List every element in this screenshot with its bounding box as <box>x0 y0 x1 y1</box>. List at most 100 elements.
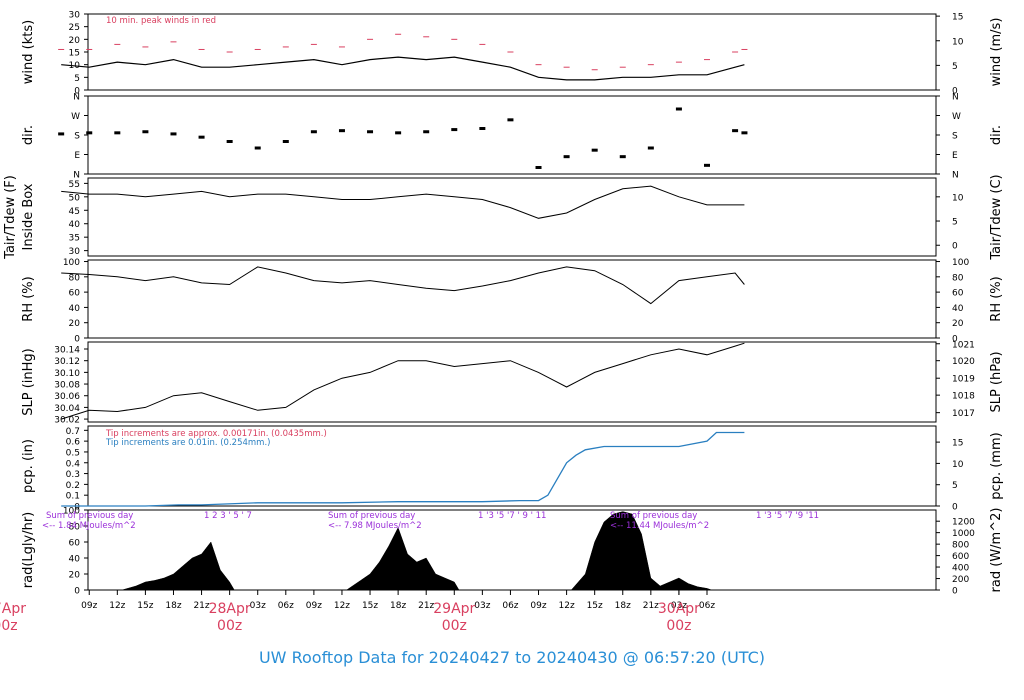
left-tick-label-temp: 45 <box>69 207 80 217</box>
y-axis-label-right-dir: dir. <box>989 125 1004 145</box>
left-tick-label-dir: N <box>73 171 80 181</box>
rad-annotation-value: <-- 7.98 MJoules/m^2 <box>328 521 422 531</box>
right-tick-label-dir: N <box>952 171 959 181</box>
dir-point <box>451 128 458 132</box>
left-tick-label-slp: 30.02 <box>54 416 80 426</box>
right-tick-label-rh: 100 <box>952 258 969 268</box>
right-tick-label-wind: 5 <box>952 62 958 72</box>
x-tick-label: 06z <box>502 601 518 611</box>
dir-point <box>479 127 486 130</box>
x-tick-label: 21z <box>193 601 209 611</box>
y-axis-label-left-dir: dir. <box>21 125 36 145</box>
dir-point <box>741 131 748 135</box>
left-tick-label-rh: 100 <box>63 258 80 268</box>
left-tick-label-rh: 80 <box>69 273 81 283</box>
x-day-hour: 00z <box>442 618 467 634</box>
right-tick-label-temp: 10 <box>952 193 964 203</box>
dir-point <box>732 129 739 133</box>
temp-line <box>61 185 745 219</box>
dir-point <box>198 135 205 139</box>
right-tick-label-pcp: 5 <box>952 481 958 491</box>
dir-point <box>170 132 177 136</box>
y-axis-label-right-slp: SLP (hPa) <box>989 351 1004 412</box>
right-tick-label-wind: 0 <box>952 87 958 97</box>
left-tick-label-rad: 20 <box>69 571 81 581</box>
rad-annotation-title: Sum of previous day <box>610 511 697 521</box>
left-tick-label-pcp: 0.7 <box>66 427 80 437</box>
page-title: UW Rooftop Data for 20240427 to 20240430… <box>258 648 766 667</box>
right-tick-label-dir: N <box>952 93 959 103</box>
rad-annotation-title: Sum of previous day <box>328 511 415 521</box>
dir-point <box>563 155 570 159</box>
x-tick-label: 18z <box>390 601 406 611</box>
right-tick-label-rh: 40 <box>952 304 964 314</box>
y-axis-label-right-rad: rad (W/m^2) <box>989 508 1004 593</box>
y-axis-label-left-rad: rad(Lgly/hr) <box>21 512 36 588</box>
dir-point <box>282 140 289 143</box>
right-tick-label-pcp: 10 <box>952 460 964 470</box>
left-tick-label-pcp: 0 <box>74 503 80 513</box>
left-tick-label-dir: S <box>74 132 80 142</box>
x-tick-label: 06z <box>699 601 715 611</box>
left-tick-label-temp: 55 <box>69 180 80 190</box>
dir-point <box>619 155 626 159</box>
dir-point <box>310 130 317 134</box>
right-tick-label-temp: 0 <box>952 242 958 252</box>
left-tick-label-dir: E <box>74 151 80 161</box>
left-tick-label-wind: 0 <box>74 87 80 97</box>
wind-mean-line <box>61 56 745 81</box>
right-tick-label-wind: 10 <box>952 37 964 47</box>
left-tick-label-rh: 40 <box>69 304 81 314</box>
y-axis-label-right-wind: wind (m/s) <box>989 18 1004 87</box>
rad-area <box>121 511 712 591</box>
left-tick-label-rad: 40 <box>69 555 81 565</box>
dir-point <box>535 166 542 169</box>
slp-line <box>61 342 745 420</box>
left-tick-label-pcp: 0.5 <box>66 448 80 458</box>
right-tick-label-rh: 0 <box>952 335 958 345</box>
pcp-line <box>61 431 745 507</box>
left-tick-label-slp: 30.14 <box>54 346 80 356</box>
panel-frame-rh <box>87 259 937 339</box>
rad-hour-markers: 1 '3 '5 '7 '9 '11 <box>756 511 819 521</box>
right-tick-label-pcp: 0 <box>952 503 958 513</box>
rad-annotation-value: <-- 11.44 MJoules/m^2 <box>610 521 709 531</box>
y-axis-label-right-rh: RH (%) <box>989 276 1004 321</box>
right-tick-label-rh: 80 <box>952 273 964 283</box>
right-tick-label-rad: 1000 <box>952 529 975 539</box>
left-tick-label-pcp: 0.3 <box>66 470 80 480</box>
left-tick-label-temp: 50 <box>69 193 81 203</box>
left-tick-label-pcp: 0.6 <box>66 438 81 448</box>
y-axis-label-left2-temp: Inside Box <box>21 183 36 250</box>
left-tick-label-rad: 80 <box>69 523 81 533</box>
left-tick-label-rh: 60 <box>69 289 81 299</box>
pcp-annotation-2: Tip increments are 0.01in. (0.254mm.) <box>105 438 270 448</box>
right-tick-label-rad: 1200 <box>952 518 975 528</box>
x-day-label: 27Apr <box>0 601 26 617</box>
left-tick-label-temp: 30 <box>69 247 81 257</box>
dir-point <box>338 129 345 133</box>
x-tick-label: 15z <box>137 601 153 611</box>
panel-frame-dir <box>87 95 937 175</box>
left-tick-label-wind: 30 <box>69 11 81 21</box>
left-tick-label-slp: 30.08 <box>54 381 80 391</box>
left-tick-label-pcp: 0.2 <box>66 481 80 491</box>
dir-point <box>367 130 374 134</box>
x-tick-label: 03z <box>250 601 266 611</box>
right-tick-label-rad: 200 <box>952 575 969 585</box>
dir-point <box>423 130 430 134</box>
left-tick-label-dir: W <box>71 112 80 122</box>
left-tick-label-wind: 25 <box>69 23 80 33</box>
rad-annotation-value: <-- 1.84 MJoules/m^2 <box>42 521 136 531</box>
rh-line <box>61 266 745 305</box>
dir-point <box>507 118 514 122</box>
dir-point <box>647 146 654 150</box>
rad-annotation-title: Sum of previous day <box>46 511 133 521</box>
right-tick-label-temp: 5 <box>952 218 958 228</box>
x-day-label: 29Apr <box>433 601 475 617</box>
right-tick-label-rad: 0 <box>952 587 958 597</box>
x-tick-label: 03z <box>474 601 490 611</box>
panel-frame-temp <box>87 177 937 257</box>
left-tick-label-slp: 30.06 <box>54 392 80 402</box>
